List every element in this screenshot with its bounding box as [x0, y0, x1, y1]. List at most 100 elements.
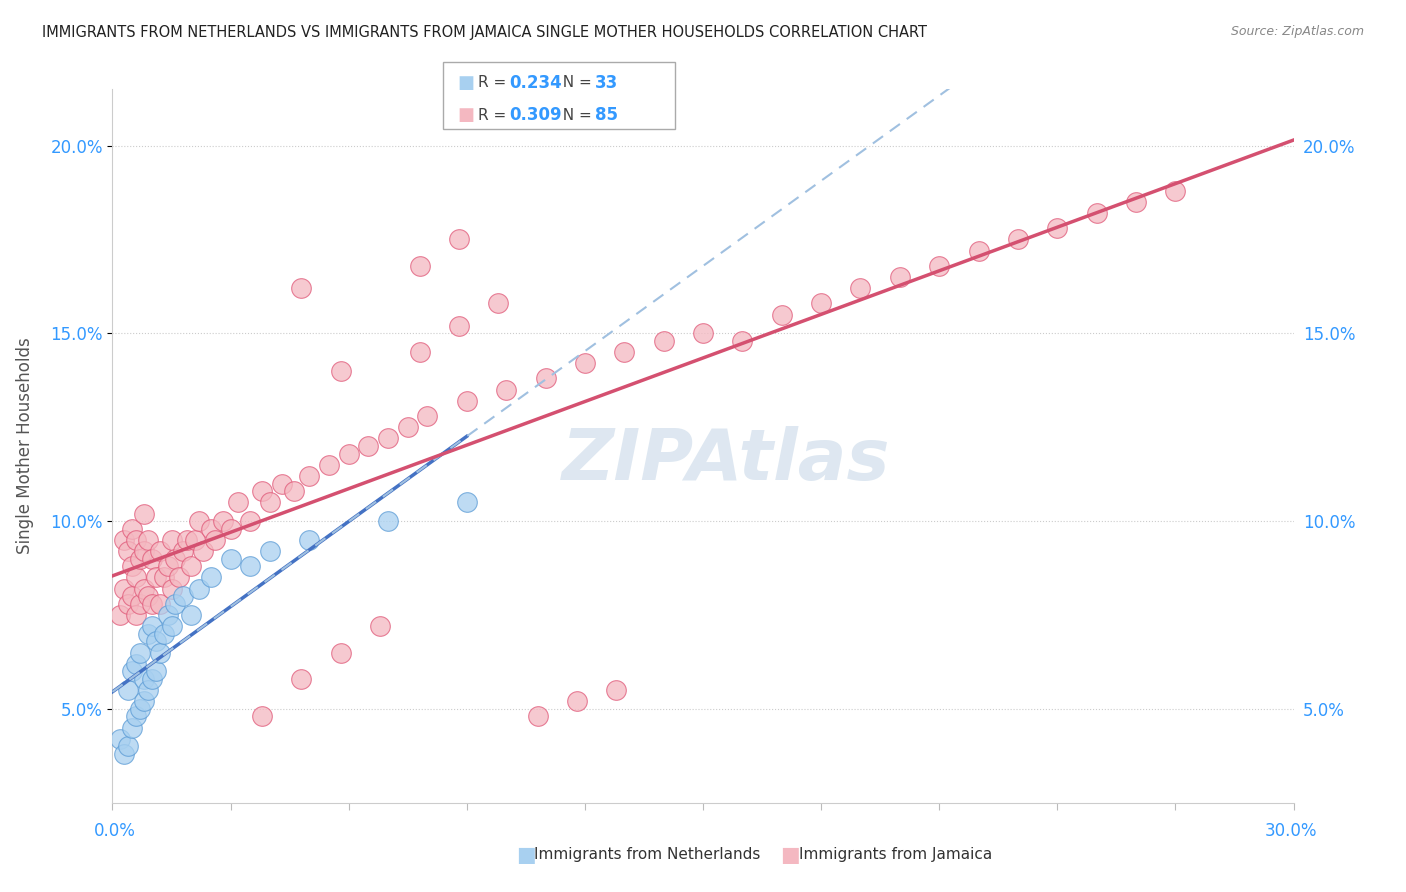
Point: [110, 607, 132, 622]
Point: [283, 484, 305, 499]
Text: Source: ZipAtlas.com: Source: ZipAtlas.com: [1230, 25, 1364, 38]
Point: [156, 607, 179, 622]
Point: [180, 559, 202, 574]
Point: [318, 458, 340, 472]
Point: [176, 533, 198, 547]
Point: [145, 634, 167, 648]
Point: [270, 476, 292, 491]
Point: [121, 721, 143, 735]
Point: [160, 533, 183, 547]
Point: [141, 551, 163, 566]
Point: [298, 469, 321, 483]
Text: ZIPAtlas: ZIPAtlas: [562, 425, 891, 495]
Point: [125, 533, 148, 547]
Text: Immigrants from Netherlands: Immigrants from Netherlands: [534, 847, 761, 862]
Point: [149, 544, 172, 558]
Text: R =: R =: [478, 76, 512, 90]
Point: [810, 296, 832, 310]
Point: [125, 657, 148, 671]
Point: [172, 589, 194, 603]
Point: [377, 432, 399, 446]
Point: [534, 371, 557, 385]
Point: [180, 607, 202, 622]
Point: [239, 559, 262, 574]
Point: [495, 383, 517, 397]
Point: [117, 683, 139, 698]
Point: [290, 281, 312, 295]
Point: [1007, 232, 1029, 246]
Point: [456, 393, 478, 408]
Point: [219, 551, 242, 566]
Point: [141, 672, 163, 686]
Point: [165, 597, 187, 611]
Point: [204, 533, 226, 547]
Point: [129, 597, 152, 611]
Point: [129, 551, 152, 566]
Point: [121, 589, 143, 603]
Point: [132, 672, 155, 686]
Point: [526, 709, 548, 723]
Point: [117, 544, 139, 558]
Point: [416, 409, 439, 423]
Point: [156, 559, 179, 574]
Point: [1046, 221, 1069, 235]
Point: [967, 244, 990, 258]
Text: N =: N =: [553, 108, 596, 122]
Text: Immigrants from Jamaica: Immigrants from Jamaica: [799, 847, 991, 862]
Point: [160, 619, 183, 633]
Point: [329, 364, 352, 378]
Point: [447, 318, 470, 333]
Point: [368, 619, 391, 633]
Point: [136, 589, 159, 603]
Point: [447, 232, 470, 246]
Point: [849, 281, 872, 295]
Point: [112, 533, 135, 547]
Point: [172, 544, 194, 558]
Point: [290, 672, 312, 686]
Point: [169, 570, 191, 584]
Point: [145, 570, 167, 584]
Point: [152, 627, 174, 641]
Point: [125, 709, 148, 723]
Point: [259, 544, 281, 558]
Point: [259, 495, 281, 509]
Point: [136, 683, 159, 698]
Point: [1085, 206, 1108, 220]
Point: [149, 597, 172, 611]
Point: [110, 731, 132, 746]
Point: [652, 334, 675, 348]
Point: [613, 345, 636, 359]
Point: [184, 533, 207, 547]
Point: [337, 446, 360, 460]
Text: ■: ■: [780, 845, 800, 864]
Point: [408, 259, 430, 273]
Point: [486, 296, 509, 310]
Point: [132, 582, 155, 596]
Point: [200, 570, 222, 584]
Point: [152, 570, 174, 584]
Text: ■: ■: [516, 845, 536, 864]
Point: [141, 619, 163, 633]
Point: [121, 559, 143, 574]
Text: 0.234: 0.234: [509, 74, 562, 92]
Text: 0.309: 0.309: [509, 106, 561, 124]
Y-axis label: Single Mother Households: Single Mother Households: [15, 338, 34, 554]
Point: [408, 345, 430, 359]
Point: [117, 739, 139, 754]
Point: [565, 694, 588, 708]
Point: [132, 544, 155, 558]
Point: [132, 694, 155, 708]
Point: [211, 514, 233, 528]
Point: [112, 582, 135, 596]
Point: [149, 646, 172, 660]
Point: [121, 665, 143, 679]
Point: [191, 544, 214, 558]
Point: [731, 334, 754, 348]
Point: [928, 259, 950, 273]
Point: [136, 627, 159, 641]
Point: [117, 597, 139, 611]
Point: [160, 582, 183, 596]
Point: [200, 522, 222, 536]
Text: R =: R =: [478, 108, 512, 122]
Text: 85: 85: [595, 106, 617, 124]
